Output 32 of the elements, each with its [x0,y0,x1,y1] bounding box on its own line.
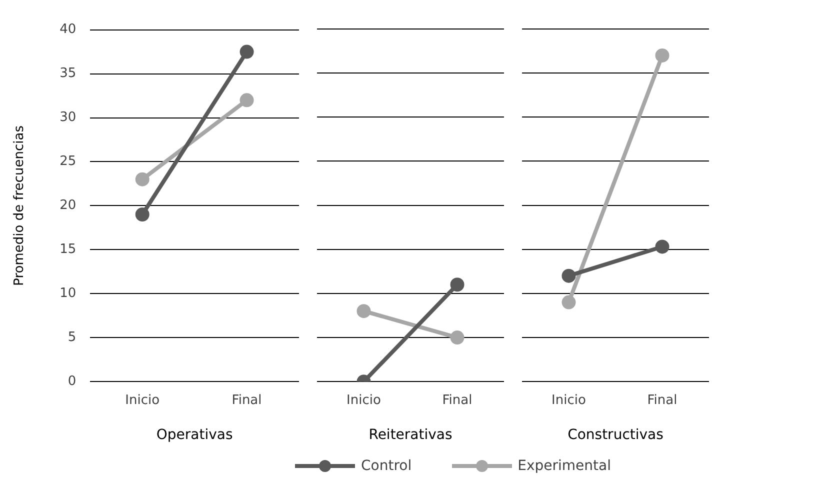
y-tick-label: 30 [60,110,76,126]
y-tick-label: 10 [60,286,76,302]
x-tick-label: Final [647,392,678,408]
point [655,48,670,62]
legend-label: Experimental [518,458,611,474]
y-tick-label: 40 [60,22,76,38]
x-tick-label: Inicio [346,392,381,408]
x-tick-label: Final [232,392,262,408]
point [562,295,576,310]
x-axis-title: Constructivas [568,427,664,444]
point [655,240,670,254]
point [450,278,464,292]
point [356,304,371,318]
point [135,172,150,186]
point [135,207,150,222]
x-tick-label: Inicio [125,392,160,408]
point [240,93,254,108]
x-tick-label: Inicio [552,392,586,408]
y-tick-label: 20 [60,198,76,214]
y-tick-label: 5 [68,330,76,345]
y-tick-label: 0 [68,374,76,389]
x-tick-label: Final [442,392,472,408]
y-tick-label: 15 [60,242,76,258]
point [450,330,464,345]
y-tick-label: 35 [60,66,76,82]
point [240,44,254,59]
x-axis-title: Operativas [156,427,233,444]
legend-label: Control [361,458,412,474]
x-axis-title: Reiterativas [368,427,452,444]
y-axis-title: Promedio de frecuencias [12,125,28,286]
y-tick-label: 25 [60,154,76,170]
point [562,268,576,283]
